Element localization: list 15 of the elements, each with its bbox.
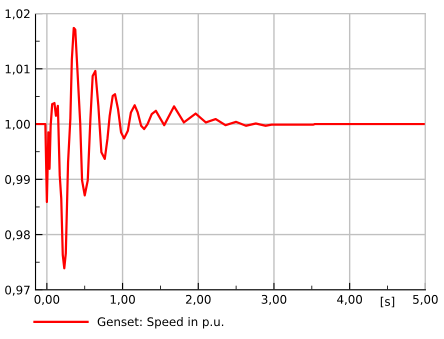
- legend-label: Genset: Speed in p.u.: [98, 317, 224, 328]
- y-tick-label: 1,01: [6, 64, 30, 75]
- x-axis-title: [s]: [380, 296, 394, 308]
- x-tick-label: 4,00: [337, 294, 362, 306]
- y-tick-label: 1,02: [6, 9, 30, 20]
- x-tick-label: 2,00: [186, 294, 211, 306]
- line-series: [36, 26, 426, 270]
- y-tick-label: 1,00: [6, 120, 30, 130]
- y-tick-label: 0,97: [5, 286, 30, 296]
- x-tick-label: 1,00: [110, 294, 135, 306]
- x-tick-label: 3,00: [262, 294, 286, 306]
- y-tick-label: 0,99: [5, 175, 30, 186]
- x-tick-label: 5,00: [413, 294, 438, 306]
- x-tick-label: 0,00: [34, 294, 60, 306]
- y-tick-label: 0,98: [5, 230, 30, 240]
